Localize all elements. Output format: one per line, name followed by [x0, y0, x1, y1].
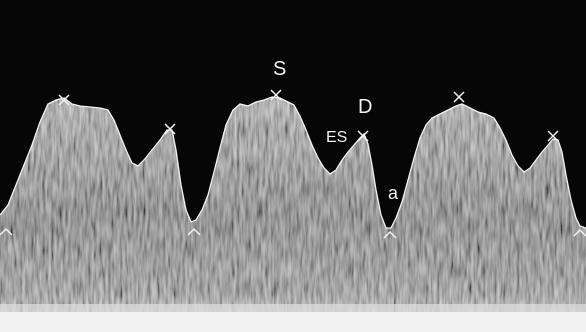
- label-es: ES: [326, 129, 348, 146]
- x-marker-icon: [270, 89, 282, 101]
- baseline-band: [0, 312, 586, 332]
- x-marker-icon: [58, 94, 70, 106]
- label-a: a: [388, 183, 399, 203]
- chevron-marker-icon: [0, 227, 13, 236]
- x-marker-icon: [453, 91, 465, 103]
- x-marker-icon: [547, 130, 559, 142]
- label-d: D: [358, 96, 373, 118]
- x-marker-icon: [164, 123, 176, 135]
- x-marker-icon: [357, 130, 369, 142]
- chevron-marker-icon: [573, 228, 586, 237]
- label-s: S: [273, 58, 287, 80]
- envelope-trace: [0, 96, 586, 229]
- chevron-marker-icon: [383, 230, 397, 239]
- chevron-marker-icon: [187, 227, 201, 236]
